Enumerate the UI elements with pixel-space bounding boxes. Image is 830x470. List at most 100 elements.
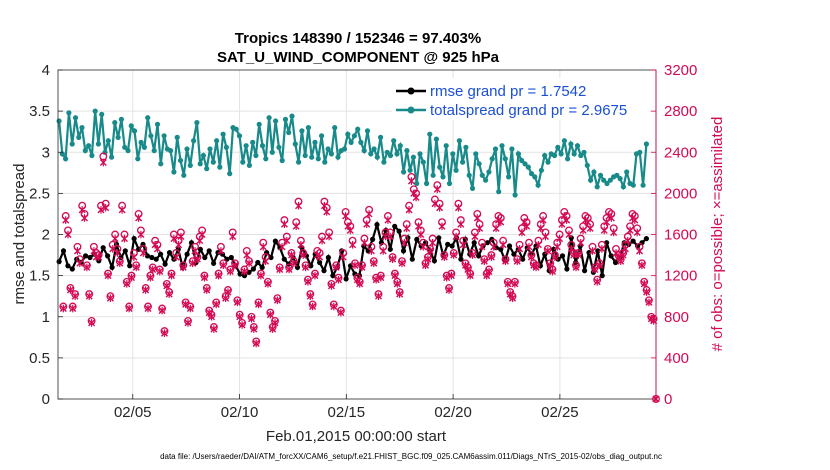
rmse-point — [144, 253, 150, 259]
totalspread-point — [312, 139, 318, 145]
obs-assimilated-point — [186, 304, 194, 313]
totalspread-point — [414, 180, 420, 187]
totalspread-point — [227, 171, 233, 177]
totalspread-point — [246, 162, 252, 168]
obs-assimilated-point — [238, 321, 246, 329]
obs-assimilated-point — [78, 206, 86, 214]
totalspread-point — [328, 151, 334, 157]
x-tick-label: 02/15 — [328, 404, 366, 421]
obs-assimilated-point — [297, 240, 305, 249]
totalspread-point — [269, 149, 275, 155]
totalspread-point — [607, 177, 613, 183]
y-tick-label-left: 1 — [42, 309, 50, 326]
rmse-point — [56, 259, 62, 265]
obs-assimilated-point — [438, 222, 446, 231]
x-axis-label: Feb.01,2015 00:00:00 start — [266, 428, 447, 445]
rmse-point — [387, 246, 393, 252]
totalspread-point — [368, 151, 374, 157]
obs-assimilated-point — [391, 271, 399, 280]
obs-assimilated-point — [64, 230, 72, 239]
totalspread-point — [217, 164, 223, 170]
axis-ticks: 02/05 02/10 02/15 02/20 02/25 0 0.5 1 1.5 2 2.5 3 3.… — [29, 62, 697, 421]
rmse-point — [352, 271, 358, 277]
chart-title: Tropics 148390 / 152346 = 97.403% — [235, 30, 481, 47]
obs-assimilated-point — [309, 302, 317, 311]
obs-assimilated-point — [386, 232, 394, 241]
rmse-point — [484, 240, 490, 246]
obs-assimilated-point — [454, 203, 462, 212]
obs-assimilated-point — [549, 267, 557, 276]
totalspread-point — [565, 156, 571, 162]
totalspread-point — [154, 121, 161, 127]
totalspread-point — [118, 116, 124, 122]
totalspread-point — [420, 159, 426, 165]
obs-assimilated-point — [645, 298, 653, 307]
obs-assimilated-point — [579, 226, 587, 235]
obs-assimilated-point — [292, 222, 300, 231]
rmse-point — [184, 251, 190, 257]
rmse-point — [122, 248, 128, 254]
totalspread-point — [437, 164, 443, 170]
obs-assimilated-point — [203, 286, 211, 294]
obs-assimilated-point — [120, 234, 128, 243]
obs-assimilated-point — [247, 315, 255, 323]
x-tick-label: 02/05 — [114, 404, 152, 421]
obs-assimilated-point — [643, 288, 651, 296]
rmse-point — [476, 253, 482, 259]
obs-assimilated-point — [407, 177, 415, 185]
y-tick-label-right: 2000 — [664, 185, 697, 202]
totalspread-point — [319, 133, 325, 139]
totalspread-point — [496, 189, 502, 195]
totalspread-point — [538, 167, 545, 173]
obs-assimilated-point — [593, 277, 601, 286]
totalspread-point — [440, 174, 446, 180]
y-tick-label-right: 0 — [664, 391, 672, 408]
legend-rmse-label: rmse grand pr = 1.7542 — [430, 83, 586, 100]
obs-assimilated-point — [626, 226, 634, 235]
obs-assimilated-point — [184, 319, 192, 327]
obs-assimilated-point — [356, 280, 364, 288]
obs-assimilated-point — [443, 273, 451, 282]
obs-assimilated-point — [170, 234, 178, 243]
obs-assimilated-point — [311, 271, 319, 280]
obs-assimilated-point — [252, 339, 260, 348]
rmse-point — [241, 273, 248, 279]
obs-assimilated-point — [325, 232, 333, 241]
obs-assimilated-point — [471, 232, 479, 241]
obs-assimilated-point — [497, 218, 505, 226]
obs-assimilated-point — [349, 240, 357, 249]
totalspread-point — [542, 152, 548, 159]
obs-assimilated-point — [445, 286, 453, 294]
obs-assimilated-point — [106, 294, 114, 303]
rmse-point — [175, 246, 181, 252]
totalspread-point — [391, 138, 397, 144]
totalspread-point — [240, 159, 246, 165]
totalspread-point — [220, 131, 226, 137]
totalspread-point — [214, 138, 220, 144]
obs-assimilated-point — [532, 263, 540, 272]
totalspread-point — [322, 159, 328, 165]
totalspread-point — [335, 154, 341, 160]
obs-assimilated-point — [287, 251, 295, 259]
totalspread-point — [532, 174, 538, 180]
obs-assimilated-point — [546, 261, 554, 270]
obs-assimilated-point — [633, 228, 641, 237]
obs-assimilated-point — [527, 253, 535, 261]
totalspread-point — [115, 134, 121, 140]
totalspread-point — [624, 169, 630, 175]
obs-assimilated-point — [534, 240, 542, 249]
obs-assimilated-point — [88, 319, 96, 327]
rmse-point — [158, 251, 164, 257]
y-tick-label-right: 1200 — [664, 268, 697, 285]
totalspread-point — [588, 177, 594, 183]
obs-assimilated-point — [177, 232, 185, 241]
obs-assimilated-point — [316, 253, 324, 261]
obs-assimilated-point — [172, 253, 180, 261]
rmse-point — [317, 259, 323, 266]
y-tick-label-left: 0.5 — [29, 350, 50, 367]
obs-assimilated-point — [118, 206, 126, 214]
obs-assimilated-point — [304, 277, 312, 286]
obs-assimilated-point — [473, 214, 481, 222]
totalspread-point — [378, 134, 384, 140]
obs-assimilated-point — [142, 286, 150, 294]
